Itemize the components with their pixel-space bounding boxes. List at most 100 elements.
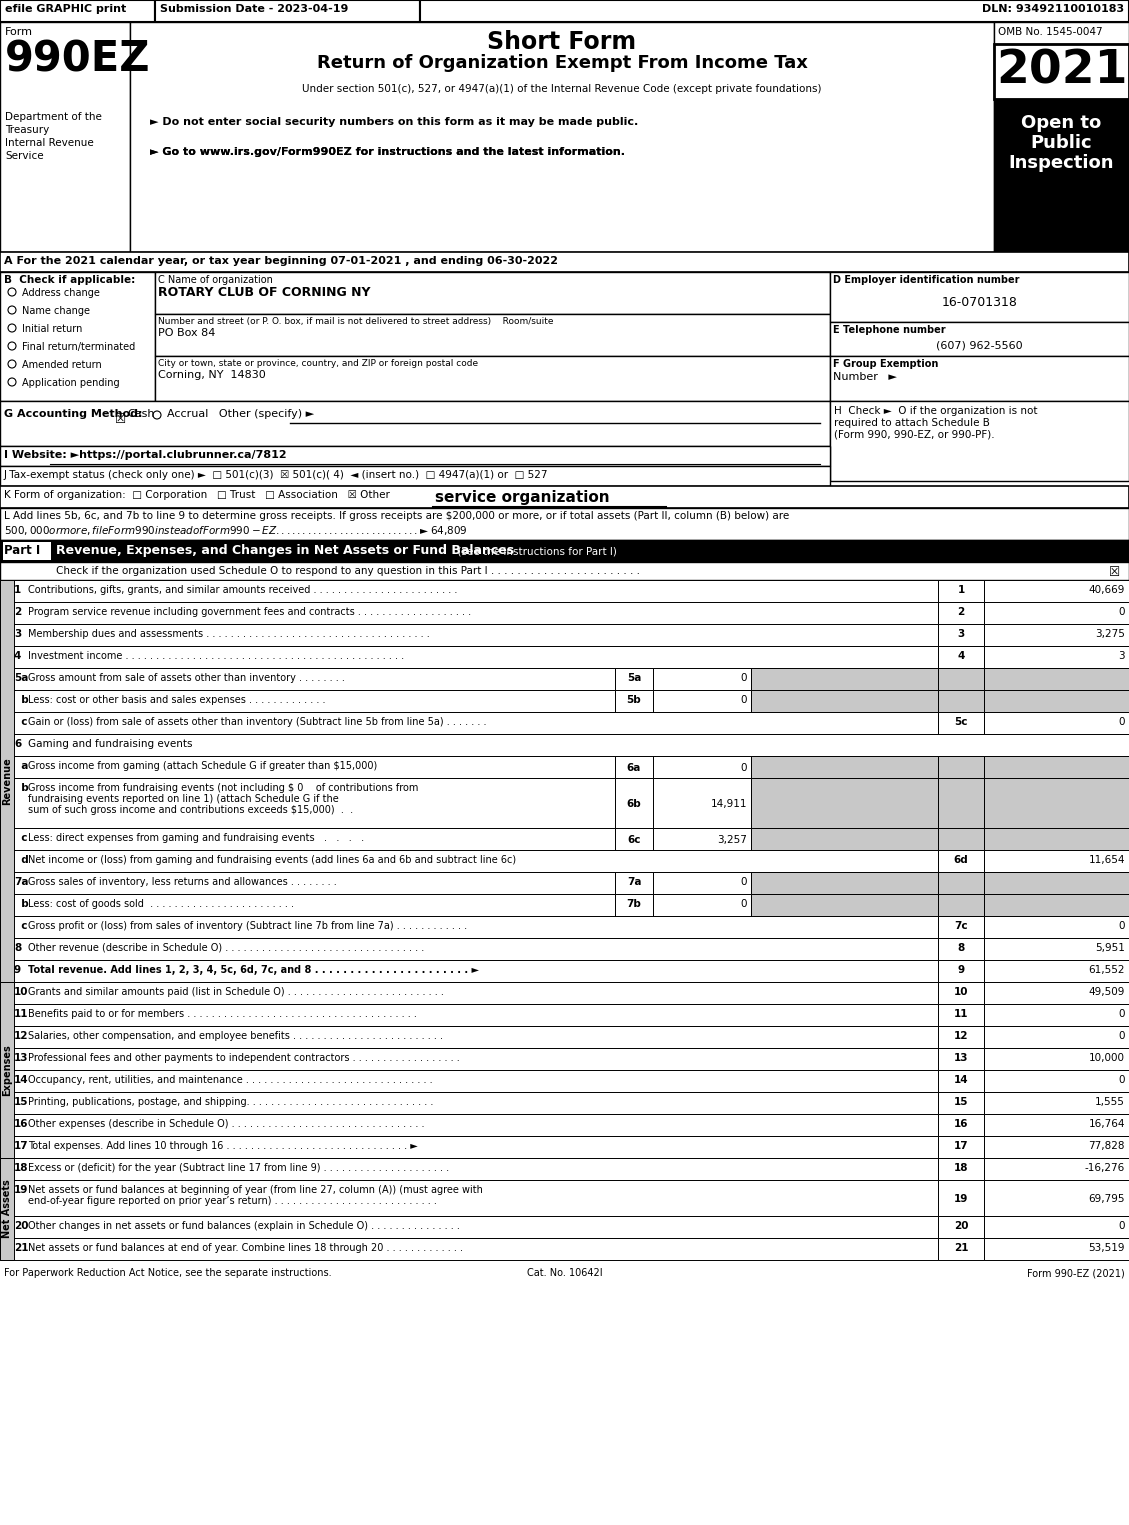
Text: end-of-year figure reported on prior year’s return) . . . . . . . . . . . . . . : end-of-year figure reported on prior yea… (28, 1196, 437, 1206)
Text: Benefits paid to or for members . . . . . . . . . . . . . . . . . . . . . . . . : Benefits paid to or for members . . . . … (28, 1010, 417, 1019)
Text: Corning, NY  14830: Corning, NY 14830 (158, 371, 265, 380)
Bar (938, 961, 984, 982)
Text: Net income or (loss) from gaming and fundraising events (add lines 6a and 6b and: Net income or (loss) from gaming and fun… (28, 856, 516, 865)
Text: Submission Date - 2023-04-19: Submission Date - 2023-04-19 (160, 5, 349, 14)
Bar (0, 961, 938, 982)
Bar (984, 1071, 1129, 1092)
Text: 20: 20 (954, 1222, 969, 1231)
Text: Gross amount from sale of assets other than inventory . . . . . . . .: Gross amount from sale of assets other t… (28, 673, 344, 683)
Bar (938, 849, 984, 872)
Bar (984, 689, 1129, 712)
Text: ► Go to www.irs.gov/Form990EZ for instructions and the latest information.: ► Go to www.irs.gov/Form990EZ for instru… (150, 146, 625, 157)
Bar (984, 849, 1129, 872)
Text: Service: Service (5, 151, 44, 162)
Bar (938, 1157, 984, 1180)
Bar (653, 756, 751, 778)
Bar (0, 828, 615, 849)
Text: 15: 15 (954, 1096, 969, 1107)
Text: 13: 13 (14, 1052, 28, 1063)
Text: Gross sales of inventory, less returns and allowances . . . . . . . .: Gross sales of inventory, less returns a… (28, 877, 336, 888)
Bar (0, 668, 615, 689)
Text: 7b: 7b (627, 900, 641, 909)
Bar (615, 872, 653, 894)
Text: 15: 15 (14, 1096, 28, 1107)
Bar (938, 580, 984, 602)
Bar (751, 872, 938, 894)
Bar (984, 602, 1129, 624)
Bar (0, 624, 938, 647)
Text: OMB No. 1545-0047: OMB No. 1545-0047 (998, 27, 1103, 37)
Text: 7c: 7c (954, 921, 968, 930)
Bar (0, 689, 615, 712)
Text: City or town, state or province, country, and ZIP or foreign postal code: City or town, state or province, country… (158, 358, 478, 368)
Bar (0, 917, 938, 938)
Text: Total revenue. Add lines 1, 2, 3, 4, 5c, 6d, 7c, and 8 . . . . . . . . . . . . .: Total revenue. Add lines 1, 2, 3, 4, 5c,… (28, 965, 479, 974)
Bar (0, 445, 830, 467)
Text: 12: 12 (954, 1031, 969, 1042)
Text: Final return/terminated: Final return/terminated (21, 342, 135, 352)
Text: 14,911: 14,911 (710, 799, 747, 808)
Bar (653, 894, 751, 917)
Bar (984, 647, 1129, 668)
Bar (615, 689, 653, 712)
Bar (615, 756, 653, 778)
Bar (984, 1026, 1129, 1048)
Text: 0: 0 (1119, 1222, 1124, 1231)
Bar (830, 322, 1129, 355)
Bar (984, 1113, 1129, 1136)
Text: 8: 8 (957, 942, 964, 953)
Bar (751, 778, 938, 828)
Text: b: b (14, 695, 28, 705)
Bar (938, 917, 984, 938)
Bar (0, 982, 14, 1157)
Text: 10: 10 (954, 987, 969, 997)
Text: c: c (14, 717, 27, 727)
Text: Return of Organization Exempt From Income Tax: Return of Organization Exempt From Incom… (316, 53, 807, 72)
Text: 0: 0 (741, 900, 747, 909)
Bar (984, 668, 1129, 689)
Text: Expenses: Expenses (2, 1045, 12, 1096)
Bar (938, 1136, 984, 1157)
Bar (0, 1157, 14, 1260)
Bar (0, 872, 615, 894)
Text: -16,276: -16,276 (1085, 1164, 1124, 1173)
Text: K Form of organization:  □ Corporation   □ Trust   □ Association   ☒ Other: K Form of organization: □ Corporation □ … (5, 490, 393, 500)
Bar (0, 508, 1129, 540)
Text: Gross income from fundraising events (not including $ 0    of contributions from: Gross income from fundraising events (no… (28, 782, 419, 793)
Bar (984, 961, 1129, 982)
Bar (3, 541, 51, 560)
Bar (0, 486, 1129, 508)
Text: 0: 0 (1119, 1031, 1124, 1042)
Text: Public: Public (1031, 134, 1093, 152)
Text: 40,669: 40,669 (1088, 586, 1124, 595)
Bar (984, 1092, 1129, 1113)
Bar (0, 894, 615, 917)
Text: Cash: Cash (126, 409, 155, 419)
Bar (155, 271, 830, 314)
Bar (938, 1071, 984, 1092)
Text: d: d (14, 856, 28, 865)
Text: b: b (14, 900, 28, 909)
Text: 77,828: 77,828 (1088, 1141, 1124, 1151)
Bar (155, 355, 830, 401)
Bar (0, 849, 938, 872)
Bar (984, 982, 1129, 1003)
Bar (994, 44, 1129, 99)
Text: Less: cost or other basis and sales expenses . . . . . . . . . . . . .: Less: cost or other basis and sales expe… (28, 695, 325, 705)
Text: 19: 19 (14, 1185, 28, 1196)
Bar (653, 872, 751, 894)
Text: DLN: 93492110010183: DLN: 93492110010183 (982, 5, 1124, 14)
Text: 16-0701318: 16-0701318 (942, 296, 1017, 310)
Bar (984, 756, 1129, 778)
Bar (984, 894, 1129, 917)
Bar (751, 756, 938, 778)
Bar (938, 1238, 984, 1260)
Bar (938, 668, 984, 689)
Text: F Group Exemption: F Group Exemption (833, 358, 938, 369)
Text: 0: 0 (1119, 1075, 1124, 1084)
Text: 1,555: 1,555 (1095, 1096, 1124, 1107)
Text: L Add lines 5b, 6c, and 7b to line 9 to determine gross receipts. If gross recei: L Add lines 5b, 6c, and 7b to line 9 to … (5, 511, 789, 522)
Bar (938, 828, 984, 849)
Bar (155, 314, 830, 355)
Bar (0, 1003, 938, 1026)
